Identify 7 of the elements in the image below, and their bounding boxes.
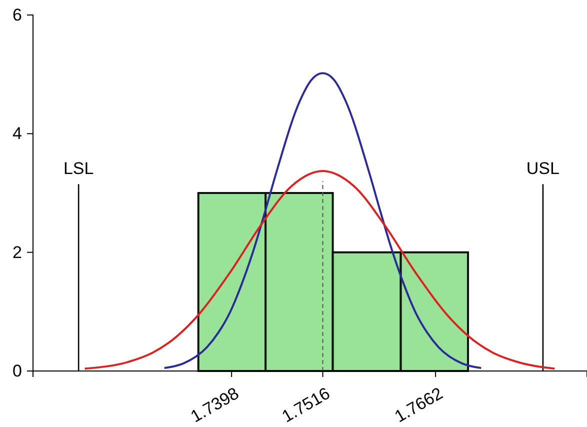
- y-tick-label: 4: [12, 124, 22, 144]
- y-tick-label: 0: [12, 361, 22, 380]
- line-series: [163, 72, 482, 370]
- y-tick-label: 6: [12, 5, 22, 24]
- y-tick-label: 2: [12, 242, 22, 262]
- ref-line-label: LSL: [63, 159, 94, 178]
- ref-line-label: USL: [526, 159, 560, 178]
